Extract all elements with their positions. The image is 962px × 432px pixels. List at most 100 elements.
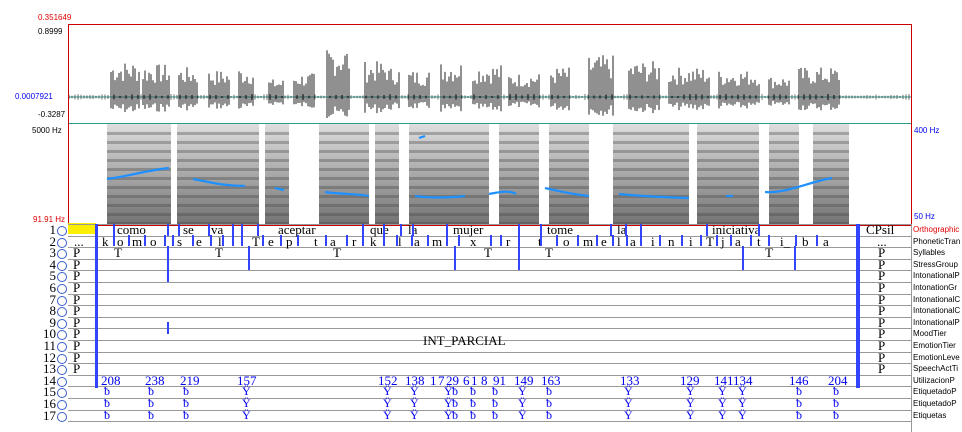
phone-label[interactable]: k — [102, 233, 109, 249]
phone-label[interactable]: l — [398, 233, 402, 249]
phone-label[interactable]: o — [117, 233, 124, 249]
boundary-mark[interactable] — [458, 235, 460, 246]
boundary-mark[interactable] — [681, 235, 683, 246]
tier-number[interactable]: 11 — [33, 339, 67, 353]
tier-name[interactable]: EtiquetadoP — [913, 399, 957, 408]
tier-number[interactable]: 8 — [33, 304, 67, 318]
boundary-mark[interactable] — [192, 235, 194, 246]
boundary-mark[interactable] — [556, 235, 558, 246]
boundary-mark[interactable] — [128, 235, 130, 246]
f0-value[interactable]: 133 — [620, 372, 640, 388]
f0-value[interactable]: 141 — [714, 372, 734, 388]
f0-value[interactable]: 7 — [438, 372, 445, 388]
f0-value[interactable]: 91 — [493, 372, 506, 388]
tier-number[interactable]: 7 — [33, 293, 67, 306]
phone-label[interactable]: l — [617, 233, 621, 249]
word-label[interactable]: CPsil — [866, 222, 895, 237]
boundary-mark[interactable] — [625, 224, 627, 236]
boundary-mark[interactable] — [412, 224, 414, 236]
phone-label[interactable]: a — [735, 233, 741, 249]
boundary-mark[interactable] — [172, 235, 174, 246]
tier-number[interactable]: 16 — [33, 397, 67, 411]
boundary-mark[interactable] — [280, 235, 282, 246]
f0-value[interactable]: 204 — [828, 372, 848, 388]
f0-value[interactable]: 1 — [430, 372, 437, 388]
tier-number[interactable]: 14 — [33, 374, 67, 387]
f0-value[interactable]: 163 — [541, 372, 561, 388]
boundary-mark[interactable] — [540, 235, 542, 246]
tier-number[interactable]: 10 — [33, 327, 67, 341]
word-label[interactable]: se — [183, 222, 194, 237]
tier-name[interactable]: EtiquetadoP — [913, 387, 957, 397]
f0-value[interactable]: 146 — [789, 372, 809, 388]
spectrogram[interactable] — [69, 124, 911, 226]
f0-value[interactable]: 208 — [101, 372, 121, 388]
boundary-mark[interactable] — [540, 224, 542, 236]
boundary-mark[interactable] — [241, 235, 243, 246]
phone-label[interactable]: x — [470, 233, 477, 249]
tier-name[interactable]: Syllables — [913, 248, 946, 258]
word-label[interactable]: la — [617, 222, 627, 237]
boundary-mark[interactable] — [750, 235, 752, 246]
phone-label[interactable]: t — [757, 233, 761, 249]
tier-name[interactable]: PhoneticTran — [913, 236, 961, 246]
tier-number[interactable]: 5 — [33, 269, 67, 283]
boundary-mark[interactable] — [167, 224, 169, 236]
tier-name[interactable]: UtilizacionP — [913, 375, 955, 385]
f0-value[interactable]: 129 — [680, 372, 700, 388]
stress-mark[interactable]: T — [765, 245, 773, 261]
stress-mark[interactable]: T — [114, 245, 122, 261]
boundary-mark[interactable] — [518, 224, 520, 236]
phone-label[interactable]: a — [330, 233, 336, 249]
tier-number[interactable]: 13 — [33, 362, 67, 376]
boundary-mark[interactable] — [241, 224, 243, 236]
f0-value[interactable]: 157 — [237, 372, 257, 388]
word-label[interactable]: va — [211, 222, 224, 237]
boundary-mark[interactable] — [706, 224, 708, 236]
selection-highlight[interactable] — [68, 223, 96, 234]
phone-label[interactable]: r — [352, 233, 357, 249]
boundary-mark[interactable] — [95, 224, 98, 388]
boundary-mark[interactable] — [262, 235, 264, 246]
phone-label[interactable]: ... — [877, 233, 887, 249]
phone-label[interactable]: m — [583, 233, 594, 249]
boundary-mark[interactable] — [795, 235, 797, 246]
phone-label[interactable]: i — [689, 233, 693, 249]
word-label[interactable]: tome — [547, 222, 573, 237]
phone-label[interactable]: m — [132, 233, 143, 249]
word-label[interactable]: aceptar — [278, 222, 316, 237]
waveform[interactable] — [69, 25, 911, 123]
tier-name[interactable]: EmotionTier — [913, 341, 956, 350]
tier-name[interactable]: IntonationalP — [913, 317, 960, 327]
tier-name[interactable]: IntonationGr — [913, 283, 958, 292]
boundary-mark[interactable] — [454, 246, 456, 270]
boundary-mark[interactable] — [346, 235, 348, 246]
boundary-mark[interactable] — [758, 224, 760, 236]
phone-label[interactable]: i — [651, 233, 655, 249]
boundary-mark[interactable] — [167, 322, 169, 334]
phone-label[interactable]: a — [823, 233, 829, 249]
boundary-mark[interactable] — [400, 224, 402, 236]
boundary-mark[interactable] — [500, 235, 502, 246]
tier-name[interactable]: SpeechActTi — [913, 364, 959, 374]
boundary-mark[interactable] — [577, 235, 579, 246]
tier-number[interactable]: 9 — [33, 316, 67, 329]
phone-label[interactable]: b — [802, 233, 809, 249]
phone-label[interactable]: o — [150, 233, 157, 249]
mood-label[interactable]: INT_PARCIAL — [423, 333, 506, 348]
f0-value[interactable]: 138 — [405, 372, 425, 388]
boundary-mark[interactable] — [248, 246, 250, 270]
boundary-mark[interactable] — [612, 235, 614, 246]
phone-label[interactable]: e — [196, 233, 202, 249]
boundary-mark[interactable] — [362, 235, 364, 246]
boundary-mark[interactable] — [144, 235, 146, 246]
phone-label[interactable]: j — [721, 233, 725, 249]
boundary-mark[interactable] — [396, 235, 398, 246]
phone-label[interactable]: r — [506, 233, 511, 249]
phone-label[interactable]: i_ — [780, 233, 791, 249]
tier-number[interactable]: 2 — [33, 235, 67, 248]
phone-label[interactable]: m — [432, 233, 443, 249]
f0-value[interactable]: 29 — [446, 372, 459, 388]
f0-value[interactable]: 152 — [378, 372, 398, 388]
boundary-mark[interactable] — [816, 235, 818, 246]
